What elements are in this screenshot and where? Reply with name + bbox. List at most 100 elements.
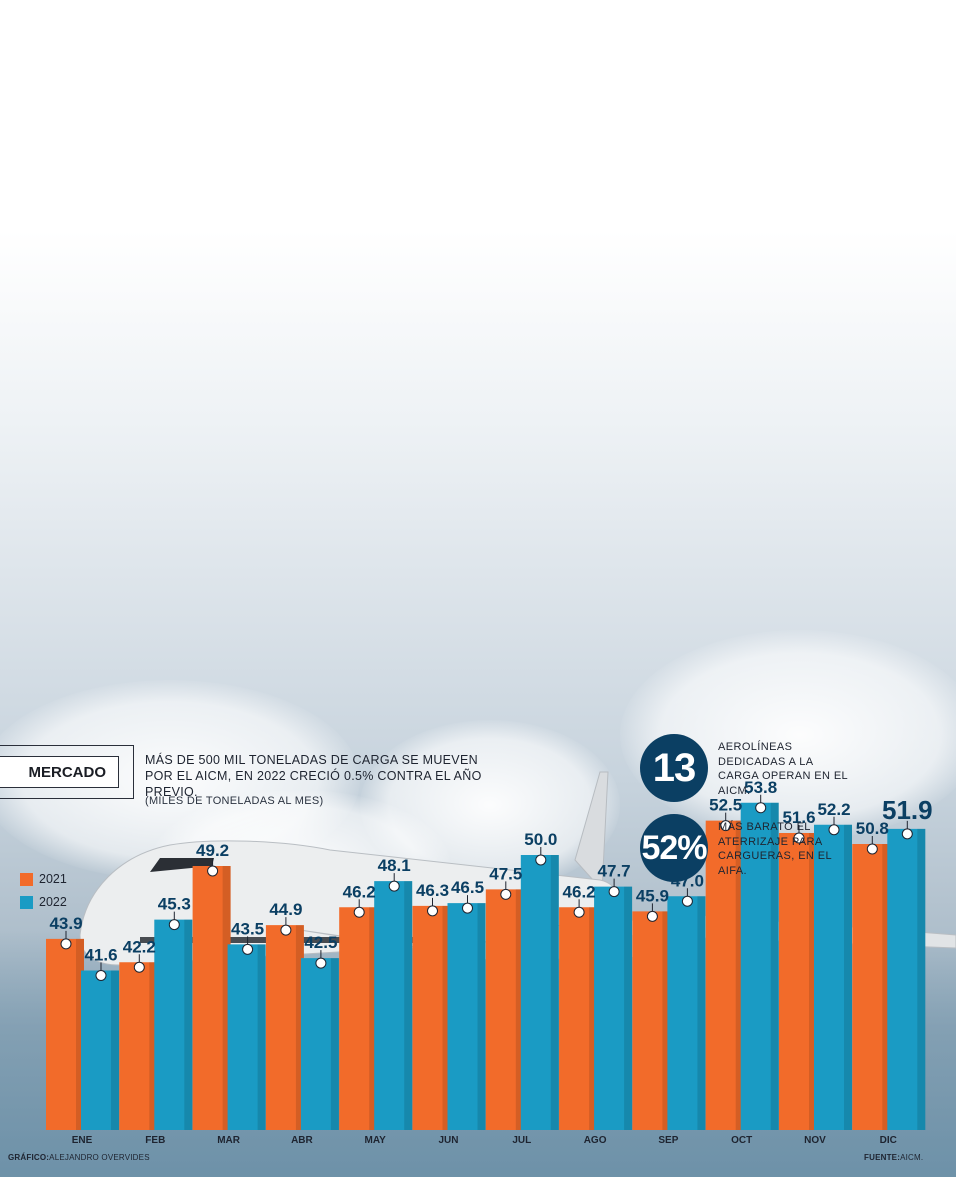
value-label-2022-may: 48.1: [378, 856, 411, 875]
bar-shade-2021-abr: [295, 925, 304, 1130]
bar-2021-dic: [852, 844, 891, 1130]
value-label-2021-oct: 52.5: [709, 796, 742, 815]
value-label-2022-dic: 51.9: [882, 795, 933, 825]
bar-2022-dic: [887, 828, 926, 1130]
source-name: AICM.: [900, 1153, 924, 1162]
value-label-2021-ago: 46.2: [563, 882, 596, 901]
bar-2021-may: [339, 907, 378, 1130]
legend-2022: 2022: [20, 895, 67, 909]
bar-2022-ene: [81, 970, 119, 1130]
bar-shade-2022-jun: [477, 903, 486, 1130]
value-label-2022-abr: 42.5: [304, 933, 337, 952]
bar-2021-nov: [779, 833, 817, 1130]
legend-swatch-2021: [20, 872, 33, 886]
month-label-mar: MAR: [217, 1135, 241, 1146]
marker-2022-feb: [168, 919, 180, 931]
bar-2022-jul: [520, 855, 559, 1130]
month-label-abr: ABR: [291, 1135, 313, 1146]
value-label-2021-sep: 45.9: [636, 886, 669, 905]
bar-group: [46, 794, 926, 1130]
month-label-dic: DIC: [880, 1135, 897, 1146]
value-label-2021-jun: 46.3: [416, 881, 449, 900]
marker-2021-abr: [280, 924, 292, 936]
bar-shade-2021-sep: [662, 911, 671, 1130]
section-tag: MERCADO: [0, 757, 118, 787]
section-frame: [0, 745, 134, 799]
headline: MÁS DE 500 MIL TONELADAS DE CARGA SE MUE…: [145, 753, 482, 799]
marker-2021-dic: [866, 843, 878, 855]
month-label-jun: JUN: [438, 1135, 458, 1146]
bar-shade-2021-ene: [76, 938, 84, 1130]
bar-2022-feb: [154, 919, 193, 1130]
month-label-ago: AGO: [584, 1135, 607, 1146]
bar-shade-2021-dic: [882, 844, 891, 1130]
bar-2021-sep: [632, 911, 671, 1130]
value-label-2022-jun: 46.5: [451, 878, 484, 897]
value-label-2021-feb: 42.2: [123, 937, 156, 956]
stat-landing-value: 52%: [640, 814, 708, 882]
marker-2021-mar: [207, 865, 219, 877]
bar-shade-2021-nov: [809, 833, 817, 1130]
value-label-2021-jul: 47.5: [489, 864, 522, 883]
marker-2022-abr: [315, 957, 327, 969]
bar-shade-2022-dic: [917, 828, 926, 1130]
bar-shade-2021-feb: [149, 962, 158, 1130]
month-label-group: ENE FEB MAR ABR MAY JUN JUL AGO SEP OCT NOV DIC: [72, 1135, 897, 1146]
bar-2021-mar: [192, 866, 231, 1130]
bar-shade-2022-abr: [330, 958, 339, 1130]
month-label-feb: FEB: [145, 1135, 165, 1146]
bar-shade-2021-mar: [222, 866, 231, 1130]
credit: GRÁFICO:ALEJANDRO OVERVIDES: [8, 1153, 150, 1162]
bar-2021-jul: [485, 889, 524, 1130]
value-label-2022-nov: 52.2: [817, 800, 850, 819]
value-label-2021-may: 46.2: [343, 882, 376, 901]
value-label-2022-mar: 43.5: [231, 919, 264, 938]
marker-2022-dic: [901, 828, 913, 840]
legend-label-2021: 2021: [39, 872, 67, 886]
stat-landing-text: MÁS BARATO EL ATERRIZAJE PARA CARGUERAS,…: [718, 821, 832, 877]
value-label-2022-ago: 47.7: [598, 862, 631, 881]
value-label-2021-mar: 49.2: [196, 841, 229, 860]
bar-2021-oct: [705, 820, 744, 1130]
bar-shade-2022-jul: [550, 855, 559, 1130]
marker-2021-jul: [500, 888, 512, 900]
value-label-2021-dic: 50.8: [856, 819, 889, 838]
bar-2021-ago: [559, 907, 598, 1130]
month-label-may: MAY: [365, 1135, 387, 1146]
marker-2021-ago: [573, 906, 585, 918]
bar-2022-nov: [814, 824, 852, 1130]
source-label: FUENTE:: [864, 1153, 901, 1162]
marker-2021-may: [353, 906, 365, 918]
value-label-2022-oct: 53.8: [744, 778, 777, 797]
marker-2022-may: [388, 880, 400, 892]
marker-2022-jun: [462, 902, 473, 914]
bar-shade-2022-ene: [111, 970, 119, 1130]
month-label-oct: OCT: [731, 1135, 752, 1146]
value-label-2022-feb: 45.3: [158, 895, 191, 914]
legend-label-2022: 2022: [39, 895, 67, 909]
bar-2022-may: [374, 881, 413, 1130]
bar-2022-sep: [667, 896, 706, 1130]
month-label-sep: SEP: [658, 1135, 678, 1146]
bar-shade-2022-mar: [257, 944, 266, 1130]
stat-airlines-text: AEROLÍNEAS DEDICADAS A LA CARGA OPERAN E…: [718, 741, 848, 797]
marker-2021-feb: [133, 961, 145, 973]
value-label-2021-ene: 43.9: [49, 914, 82, 933]
bar-shade-2021-ago: [589, 907, 598, 1130]
bar-shade-2022-ago: [624, 886, 633, 1130]
value-label-2022-jul: 50.0: [524, 830, 557, 849]
month-label-nov: NOV: [804, 1135, 826, 1146]
bar-2021-ene: [46, 938, 84, 1130]
bar-2022-oct: [740, 802, 779, 1130]
bar-2021-abr: [265, 925, 304, 1130]
month-label-jul: JUL: [512, 1135, 531, 1146]
marker-2021-sep: [646, 910, 658, 922]
marker-2021-jun: [427, 905, 438, 917]
value-label-group: 43.941.6 42.245.349.243.544.942.546.248.1…: [49, 778, 932, 965]
bar-2022-abr: [300, 958, 339, 1130]
bar-shade-2021-jun: [442, 905, 451, 1130]
bar-shade-2021-may: [369, 907, 378, 1130]
bar-shade-2022-sep: [697, 896, 706, 1130]
marker-2022-sep: [681, 895, 693, 907]
bar-shade-2022-may: [404, 881, 413, 1130]
